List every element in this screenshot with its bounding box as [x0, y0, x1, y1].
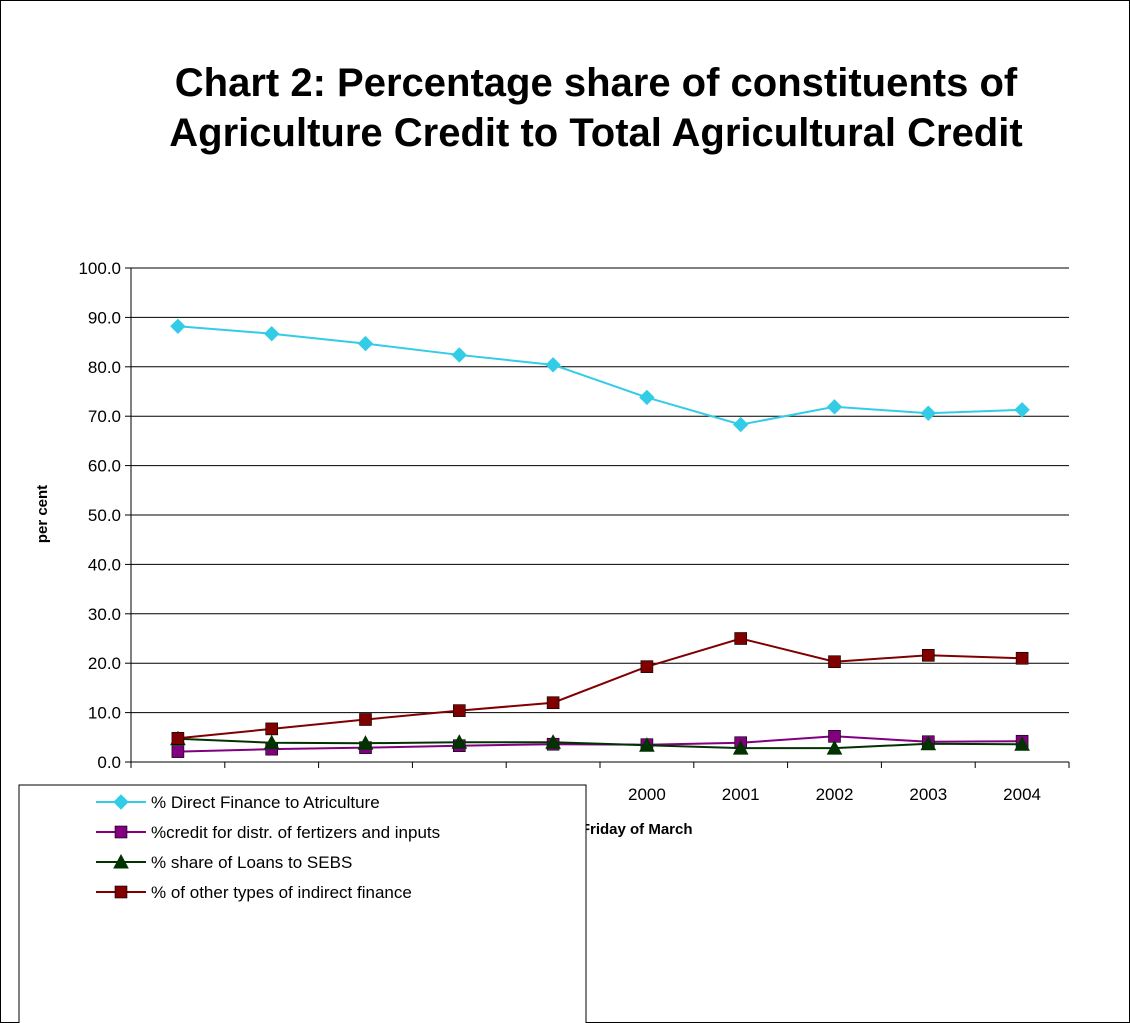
gridlines: [131, 267, 1069, 714]
x-tick-label: 2001: [722, 785, 760, 804]
legend-label: % of other types of indirect finance: [151, 883, 412, 902]
series-layer: [170, 318, 1030, 758]
y-tick-label: 90.0: [88, 308, 121, 327]
data-point: [263, 325, 280, 342]
data-point: [1015, 651, 1029, 665]
y-tick-label: 10.0: [88, 704, 121, 723]
x-tick-label: 2002: [816, 785, 854, 804]
y-axis-tick-labels: 0.0 10.0 20.0 30.0 40.0 50.0 60.0 70.0 80.0 90.0 1…: [78, 259, 121, 772]
data-point: [1014, 402, 1030, 418]
y-tick-label: 20.0: [88, 654, 121, 673]
data-point: [732, 740, 749, 755]
data-point: [452, 704, 466, 717]
data-point: [451, 347, 468, 363]
data-point: [451, 734, 468, 749]
y-tick-label: 100.0: [78, 259, 121, 278]
data-point: [546, 696, 560, 710]
data-point: [639, 389, 655, 406]
data-point: [359, 713, 372, 726]
chart-title: Chart 2: Percentage share of constituent…: [169, 61, 1022, 155]
series-line: [177, 325, 1023, 426]
legend-marker: [113, 853, 129, 869]
y-tick-label: 0.0: [97, 753, 121, 772]
axes: [125, 267, 1070, 768]
legend-marker: [113, 794, 129, 810]
series-3: [170, 730, 1030, 755]
legend-item: % Direct Finance to Atriculture: [96, 793, 380, 812]
data-point: [828, 655, 841, 669]
chart-title-line-2: Agriculture Credit to Total Agricultural…: [169, 111, 1022, 155]
data-point: [170, 318, 186, 334]
data-point: [171, 745, 185, 758]
legend-box: [18, 784, 587, 1023]
data-point: [732, 416, 749, 433]
data-point: [263, 734, 280, 750]
data-point: [826, 740, 843, 755]
series-line: [177, 637, 1023, 740]
data-point: [921, 648, 935, 662]
y-tick-label: 60.0: [88, 457, 121, 476]
legend-label: % Direct Finance to Atriculture: [151, 793, 380, 812]
data-point: [545, 357, 561, 373]
data-point: [734, 632, 748, 645]
legend-item: % of other types of indirect finance: [96, 883, 412, 902]
data-point: [640, 660, 654, 673]
legend: % Direct Finance to Atriculture %credit f…: [18, 784, 587, 1023]
legend-item: %credit for distr. of fertizers and inpu…: [96, 823, 440, 842]
data-point: [265, 722, 279, 736]
data-point: [357, 735, 374, 750]
x-tick-label: 2000: [628, 785, 666, 804]
legend-marker: [114, 885, 128, 899]
data-point: [171, 731, 185, 745]
legend-label: %credit for distr. of fertizers and inpu…: [151, 823, 440, 842]
data-point: [1014, 736, 1030, 751]
x-tick-label: 2004: [1003, 785, 1041, 804]
chart-title-line-1: Chart 2: Percentage share of constituent…: [175, 61, 1018, 105]
y-tick-label: 50.0: [88, 506, 121, 525]
y-tick-label: 40.0: [88, 555, 121, 574]
data-point: [357, 335, 374, 352]
legend-marker: [114, 825, 128, 839]
data-point: [639, 737, 655, 752]
series-4: [171, 632, 1029, 745]
x-tick-label: 2003: [909, 785, 947, 804]
legend-label: % share of Loans to SEBS: [151, 853, 352, 872]
data-point: [545, 734, 561, 749]
series-line: [177, 737, 1023, 750]
y-tick-label: 30.0: [88, 605, 121, 624]
legend-item: % share of Loans to SEBS: [96, 853, 352, 872]
series-1: [170, 318, 1030, 433]
y-tick-label: 80.0: [88, 358, 121, 377]
data-point: [920, 735, 937, 751]
y-axis-title: per cent: [34, 485, 51, 543]
data-point: [920, 405, 937, 421]
data-point: [826, 399, 843, 415]
y-tick-label: 70.0: [88, 407, 121, 426]
